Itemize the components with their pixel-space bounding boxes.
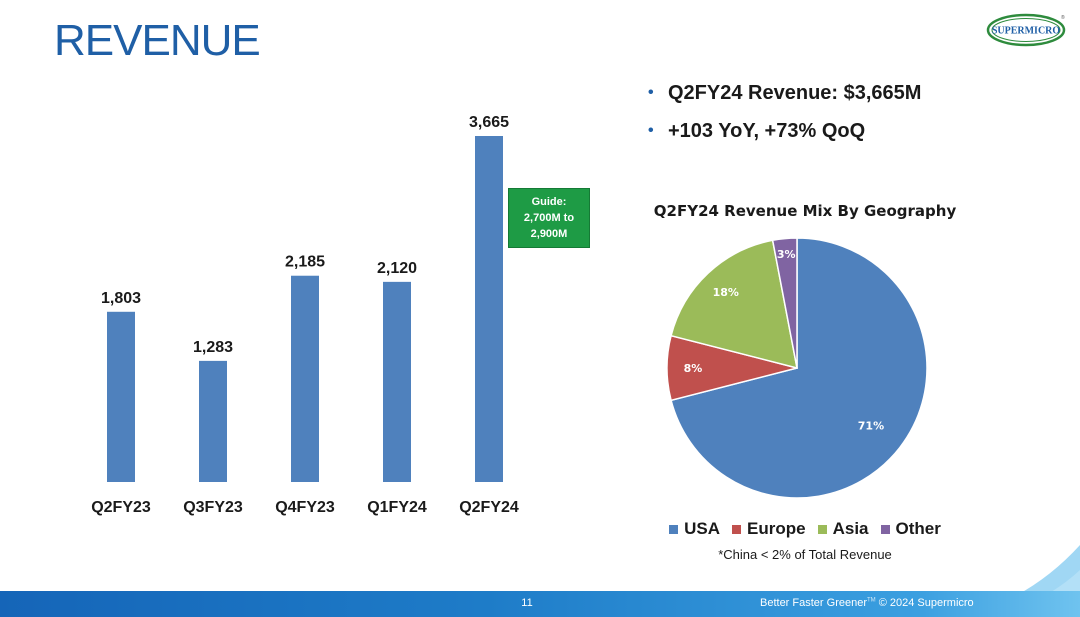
legend-swatch-other [880, 524, 890, 534]
supermicro-logo: SUPERMICRO ® [986, 12, 1066, 48]
bullet-dot-icon: • [648, 122, 654, 139]
bar-value-label: 1,803 [101, 290, 141, 307]
pie-value-label: 71% [858, 419, 884, 432]
bar-q3fy23 [199, 360, 227, 482]
footer-text: Better Faster GreenerTM © 2024 Supermicr… [760, 597, 1060, 609]
bar-category-label: Q2FY24 [459, 499, 519, 516]
pie-slice-asia [670, 239, 798, 370]
legend-swatch-europe [732, 524, 742, 534]
bar-value-label: 3,665 [469, 114, 509, 131]
bar-value-label: 1,283 [193, 339, 233, 356]
bullet-item: • +103 YoY, +73% QoQ [648, 112, 921, 150]
bar-category-label: Q3FY23 [183, 499, 243, 516]
legend-label-usa: USA [684, 519, 721, 538]
china-footnote: *China < 2% of Total Revenue [718, 547, 892, 562]
guide-line-1: Guide: [531, 196, 567, 208]
bar-q2fy23 [107, 311, 135, 482]
bar-value-label: 2,120 [377, 260, 417, 277]
footer-bar [0, 591, 1080, 617]
legend-label-other: Other [895, 519, 941, 538]
revenue-bar-chart: 1,803 Q2FY23 1,283 Q3FY23 2,185 Q4FY23 2,120 Q1… [91, 114, 519, 516]
footer-tagline: Better Faster Greener [760, 597, 867, 609]
bullet-text-revenue: Q2FY24 Revenue: $3,665M [668, 81, 922, 104]
bullet-text-growth: +103 YoY, +73% QoQ [668, 119, 866, 142]
bar-category-label: Q2FY23 [91, 499, 151, 516]
bullet-dot-icon: • [648, 84, 654, 101]
pie-slice-other [771, 237, 798, 369]
pie-legend: USA Europe Asia Other [640, 519, 970, 539]
guide-line-2: 2,700M to [523, 212, 575, 224]
bar-q4fy23 [291, 275, 319, 482]
legend-item-asia: Asia [817, 519, 869, 539]
pie-chart-title: Q2FY24 Revenue Mix By Geography [653, 202, 957, 220]
footer-copyright: © 2024 Supermicro [878, 597, 974, 609]
geography-pie-chart: 71% 8% 18% 3% [666, 237, 928, 499]
bullet-item: • Q2FY24 Revenue: $3,665M [648, 74, 921, 112]
legend-label-europe: Europe [747, 519, 806, 538]
bar-q1fy24 [383, 281, 411, 482]
bar-category-label: Q1FY24 [367, 499, 427, 516]
pie-value-label: 3% [777, 248, 796, 261]
legend-item-europe: Europe [732, 519, 806, 539]
guidance-box: Guide: 2,700M to 2,900M [508, 188, 590, 248]
bar-q2fy24 [475, 136, 503, 482]
bar-category-label: Q4FY23 [275, 499, 335, 516]
logo-text: SUPERMICRO [992, 26, 1061, 37]
footer-trademark: TM [867, 597, 876, 604]
page-number: 11 [521, 597, 533, 609]
pie-slice-usa [670, 237, 928, 499]
logo-registered-mark: ® [1061, 14, 1065, 21]
legend-swatch-usa [669, 524, 679, 534]
bar-value-label: 2,185 [285, 254, 325, 271]
guide-line-3: 2,900M [530, 228, 568, 240]
legend-label-asia: Asia [832, 519, 869, 538]
pie-value-label: 18% [713, 286, 739, 299]
page-title: REVENUE [54, 16, 261, 65]
legend-item-other: Other [880, 519, 941, 539]
pie-value-label: 8% [684, 362, 703, 375]
bullet-list: • Q2FY24 Revenue: $3,665M • +103 YoY, +7… [648, 74, 921, 150]
legend-swatch-asia [817, 524, 827, 534]
legend-item-usa: USA [669, 519, 720, 539]
